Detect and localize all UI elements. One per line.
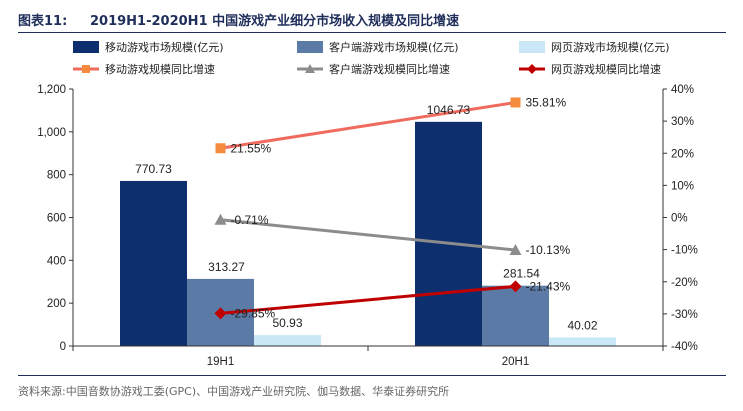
line-point: [509, 280, 522, 293]
legend-swatch: [73, 41, 99, 53]
bar-data-label: 281.54: [503, 267, 540, 281]
legend-swatch: [519, 41, 545, 53]
line-data-label: -0.71%: [231, 213, 269, 227]
title-bar: 图表11: 2019H1-2020H1 中国游戏产业细分市场收入规模及同比增速: [18, 8, 726, 33]
legend: 移动游戏市场规模(亿元) 客户端游戏市场规模(亿元) 网页游戏市场规模(亿元) 移动游…: [73, 40, 670, 76]
line-data-label: -10.13%: [526, 243, 571, 257]
lines-layer: [214, 97, 522, 320]
bar-data-label: 50.93: [272, 316, 302, 330]
labels-layer: 770.73 1046.73 313.27 281.54 50.93 40.02 21.55…: [135, 95, 598, 332]
line-point: [215, 143, 226, 154]
left-tick-label: 200: [47, 298, 66, 310]
legend-swatch: [297, 41, 323, 53]
legend-label: 移动游戏规模同比增速: [105, 62, 215, 76]
x-tick-label: 19H1: [207, 356, 235, 368]
series-line: [220, 218, 516, 252]
right-tick-label: -20%: [671, 277, 698, 289]
line-data-label: -29.85%: [231, 306, 276, 320]
bar: [482, 285, 549, 346]
bars-layer: [120, 121, 616, 347]
bar-data-label: 313.27: [208, 260, 245, 274]
left-tick-label: 0: [60, 341, 66, 353]
left-tick-label: 1,200: [37, 84, 66, 96]
series-line: [220, 100, 516, 150]
left-tick-label: 800: [47, 170, 66, 182]
legend-marker: [305, 64, 315, 73]
right-tick-label: 0%: [671, 213, 688, 225]
right-tick-label: 10%: [671, 180, 694, 192]
bar: [254, 335, 321, 346]
right-tick-label: -40%: [671, 341, 698, 353]
legend-marker: [527, 64, 537, 74]
line-data-label: 35.81%: [526, 95, 567, 109]
left-tick-label: 600: [47, 213, 66, 225]
legend-label: 网页游戏市场规模(亿元): [551, 40, 670, 54]
bar-data-label: 1046.73: [427, 103, 471, 117]
axes-layer: 0 200 400 600 800 1,000 1,200 -40% -30% -20% -10% 0…: [37, 84, 698, 368]
bar: [120, 180, 187, 346]
left-tick-label: 1,000: [37, 127, 66, 139]
line-point: [509, 244, 522, 256]
series-line: [220, 284, 516, 315]
bar-data-label: 770.73: [135, 162, 172, 176]
legend-label: 移动游戏市场规模(亿元): [105, 40, 224, 54]
right-tick-label: 30%: [671, 116, 694, 128]
line-point: [214, 213, 227, 225]
bar: [549, 337, 616, 346]
right-tick-label: 40%: [671, 84, 694, 96]
bar-data-label: 40.02: [567, 318, 597, 332]
right-tick-label: 20%: [671, 148, 694, 160]
right-tick-label: -10%: [671, 245, 698, 257]
source-note: 资料来源:中国音数协游戏工委(GPC)、中国游戏产业研究院、伽马数据、华泰证券研…: [18, 385, 450, 398]
line-point: [214, 307, 227, 320]
legend-label: 网页游戏规模同比增速: [551, 62, 661, 76]
left-tick-label: 400: [47, 255, 66, 267]
figure-label: 图表11:: [18, 14, 68, 29]
chart-title: 2019H1-2020H1 中国游戏产业细分市场收入规模及同比增速: [90, 14, 460, 29]
line-data-label: 21.55%: [231, 141, 272, 155]
x-tick-label: 20H1: [502, 356, 530, 368]
line-point: [510, 97, 521, 108]
right-tick-label: -30%: [671, 309, 698, 321]
legend-label: 客户端游戏规模同比增速: [329, 62, 450, 76]
source-divider: [18, 375, 726, 376]
bar: [415, 121, 482, 347]
legend-label: 客户端游戏市场规模(亿元): [329, 40, 459, 54]
legend-marker: [82, 65, 90, 73]
line-data-label: -21.43%: [526, 279, 571, 293]
